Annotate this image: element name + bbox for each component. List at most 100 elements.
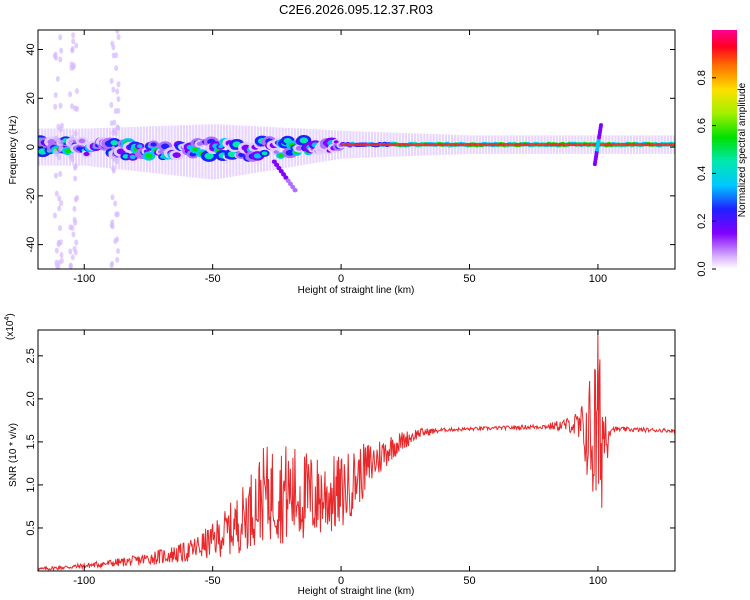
colorbar-tick-label: 0.2 <box>696 214 708 229</box>
heat-noise <box>70 103 75 110</box>
heat-noise <box>58 126 63 133</box>
heat-noise <box>73 164 78 171</box>
heat-noise <box>71 231 76 238</box>
heat-core <box>278 153 284 158</box>
heat-noise <box>54 135 59 142</box>
heat-core <box>172 152 181 159</box>
heat-noise <box>109 222 114 229</box>
heat-noise <box>70 134 75 141</box>
heat-noise <box>59 252 64 259</box>
spectrogram-xtick-label: -50 <box>205 273 221 285</box>
heat-noise <box>58 56 63 63</box>
spectrogram-ytick-label: -40 <box>25 237 37 253</box>
heat-noise <box>116 34 121 41</box>
heat-noise <box>74 42 79 49</box>
heat-core <box>192 147 199 152</box>
heat-tail <box>281 172 287 177</box>
heat-core <box>285 149 295 156</box>
heat-noise <box>116 81 121 88</box>
heat-core <box>253 153 262 159</box>
spectrogram-xtick-label: 50 <box>463 273 475 285</box>
snr-xtick-label: -50 <box>205 575 221 587</box>
heat-spike <box>599 123 604 128</box>
heat-core <box>273 150 279 154</box>
heat-core <box>295 145 303 151</box>
colorbar-tick-label: 0.6 <box>696 118 708 133</box>
snr-panel: -100 -50 0 50 100 0.5 1.0 1.5 2.0 2.5 Height of s… <box>4 313 676 597</box>
heat-noise <box>115 247 120 254</box>
snr-xtick-label: 50 <box>463 575 475 587</box>
heat-noise <box>109 120 114 127</box>
heat-noise <box>109 78 114 85</box>
snr-xtick-label: 100 <box>589 575 607 587</box>
heat-tail <box>271 159 277 164</box>
heat-core <box>110 140 119 146</box>
heat-noise <box>59 47 64 54</box>
heat-noise <box>70 254 75 261</box>
heat-noise <box>53 92 58 99</box>
colorbar-tick-label: 0.4 <box>696 166 708 181</box>
heat-noise <box>110 40 115 47</box>
heat-noise <box>116 124 121 131</box>
heat-noise <box>57 154 62 161</box>
heat-noise <box>70 45 75 52</box>
heat-core <box>161 143 170 150</box>
heat-noise <box>115 30 120 34</box>
heat-noise <box>113 200 118 207</box>
heat-noise <box>68 263 73 269</box>
heat-noise <box>58 102 63 109</box>
heat-tail <box>292 188 298 193</box>
colorbar-tick-label: 0.8 <box>696 70 708 85</box>
heat-noise <box>114 65 119 72</box>
heat-noise <box>111 145 116 152</box>
heat-noise <box>57 195 62 202</box>
heat-noise <box>68 248 73 255</box>
colorbar: 0.0 0.2 0.4 0.6 0.8 Normalized spectral ampl… <box>696 30 748 277</box>
heat-tail <box>290 184 296 190</box>
spectrogram-xtick-label: 100 <box>589 273 607 285</box>
spectrogram-ytick-label: 0 <box>25 144 37 150</box>
spectrogram-xlabel: Height of straight line (km) <box>298 285 415 296</box>
heat-noise <box>54 247 59 254</box>
colorbar-tick-label: 0.0 <box>696 261 708 276</box>
heat-noise <box>53 103 58 110</box>
spectrogram-ytick-label: -20 <box>25 188 37 204</box>
heat-noise <box>59 200 64 207</box>
heat-core <box>122 154 130 159</box>
heat-noise <box>57 259 62 266</box>
heat-core <box>299 137 309 144</box>
heat-noise <box>68 91 73 98</box>
heat-noise <box>74 239 79 246</box>
heat-core <box>238 152 245 158</box>
heat-noise <box>111 165 116 172</box>
spectrogram-ytick-label: 40 <box>25 43 37 55</box>
heat-core <box>204 152 214 160</box>
heat-noise <box>68 224 73 231</box>
heat-core <box>78 138 86 144</box>
heat-noise <box>73 219 78 226</box>
heat-noise <box>55 75 60 82</box>
heat-noise <box>115 88 120 95</box>
spectrogram-xtick-label: 0 <box>338 273 344 285</box>
heat-core <box>145 153 153 159</box>
snr-multiplier: (x104) <box>4 313 16 340</box>
snr-xlabel: Height of straight line (km) <box>298 586 415 597</box>
heat-halo <box>263 126 266 172</box>
colorbar-gradient <box>712 30 737 269</box>
heat-noise <box>115 256 120 263</box>
heat-noise <box>115 211 120 218</box>
heat-tail <box>276 165 282 171</box>
heat-noise <box>73 249 78 256</box>
snr-ytick-label: 1.5 <box>25 434 37 449</box>
heat-noise <box>70 156 75 163</box>
snr-axes: -100 -50 0 50 100 0.5 1.0 1.5 2.0 2.5 <box>25 330 675 587</box>
heat-noise <box>73 175 78 182</box>
heat-tail <box>283 175 289 180</box>
heat-noise <box>53 172 58 179</box>
heat-core <box>150 142 157 147</box>
heat-noise <box>112 155 117 162</box>
colorbar-ticks: 0.0 0.2 0.4 0.6 0.8 <box>696 70 716 277</box>
heat-noise <box>58 34 63 41</box>
